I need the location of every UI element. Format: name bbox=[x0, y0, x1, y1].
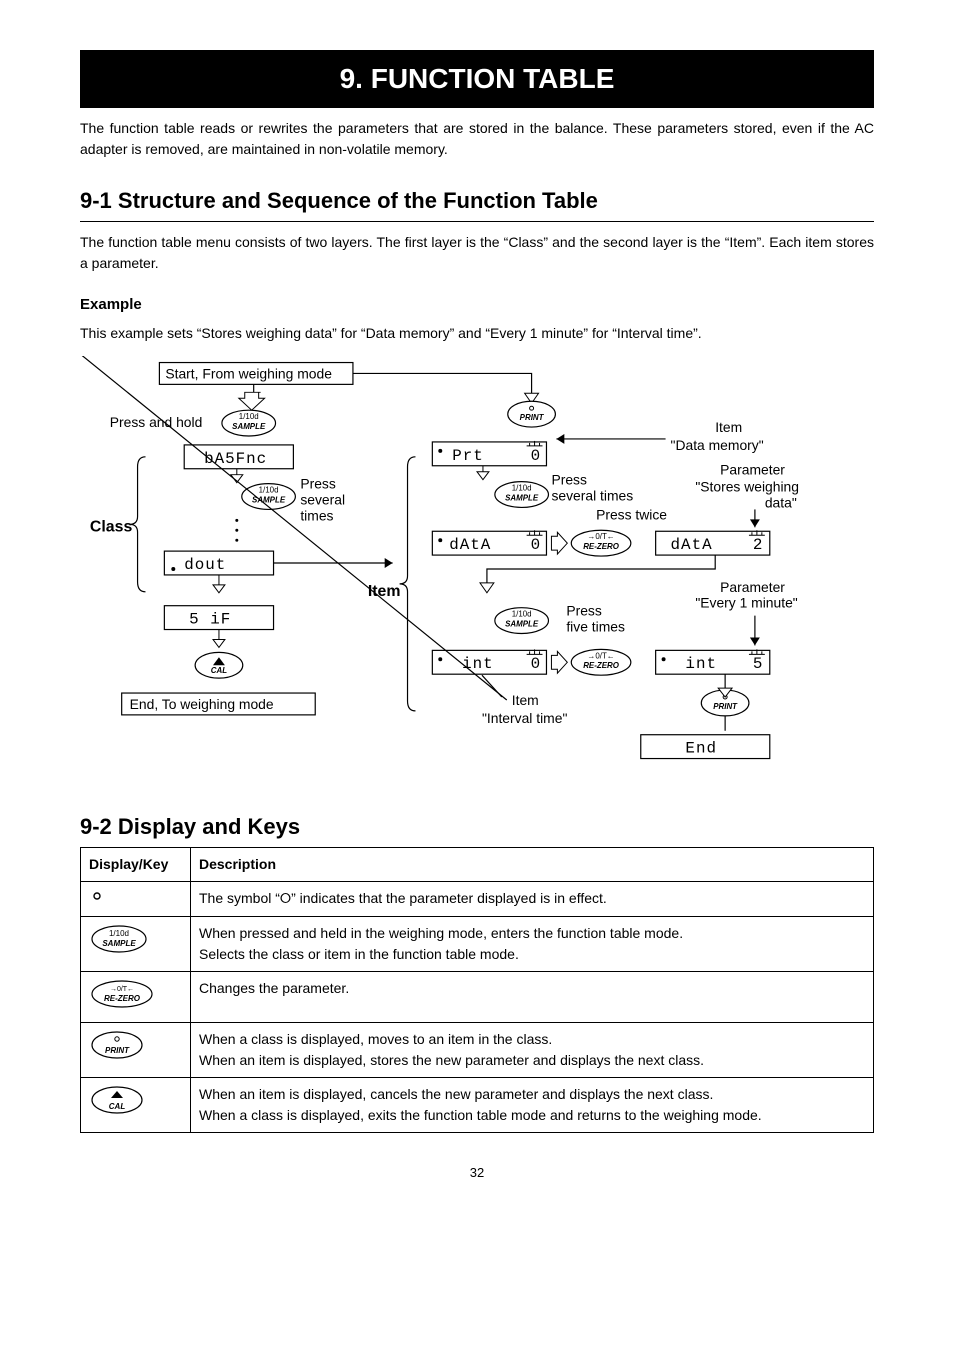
svg-text:"Every 1 minute": "Every 1 minute" bbox=[695, 594, 797, 610]
svg-text:→0/T←: →0/T← bbox=[110, 986, 134, 993]
section-92-title: 9-2 Display and Keys bbox=[80, 810, 874, 843]
row-desc: When pressed and held in the weighing mo… bbox=[191, 916, 874, 971]
seg-endflow: End bbox=[685, 739, 717, 757]
row-desc: Changes the parameter. bbox=[191, 971, 874, 1022]
svg-text:"Data memory": "Data memory" bbox=[671, 436, 764, 452]
svg-text:Item: Item bbox=[715, 419, 742, 435]
svg-text:1/10d: 1/10d bbox=[239, 412, 259, 421]
diagram-end-box: End, To weighing mode bbox=[130, 695, 274, 711]
svg-text:SAMPLE: SAMPLE bbox=[102, 939, 136, 948]
svg-text:→0/T←: →0/T← bbox=[587, 532, 614, 541]
svg-text:RE-ZERO: RE-ZERO bbox=[583, 542, 620, 551]
key-icon-circle bbox=[81, 881, 191, 916]
svg-text:Press: Press bbox=[566, 602, 602, 618]
svg-text:RE-ZERO: RE-ZERO bbox=[104, 994, 141, 1003]
chapter-title: 9. FUNCTION TABLE bbox=[80, 50, 874, 108]
diagram-class-label: Class bbox=[90, 518, 133, 535]
svg-text:several: several bbox=[300, 491, 345, 507]
svg-text:"Interval time": "Interval time" bbox=[482, 709, 567, 725]
seg-int0: int bbox=[462, 655, 494, 673]
diagram-start-box: Start, From weighing mode bbox=[165, 365, 332, 381]
seg-sif: 5 iF bbox=[189, 610, 231, 628]
example-text: This example sets “Stores weighing data”… bbox=[80, 323, 874, 344]
svg-text:SAMPLE: SAMPLE bbox=[505, 493, 539, 502]
page-number: 32 bbox=[80, 1163, 874, 1183]
svg-text:RE-ZERO: RE-ZERO bbox=[583, 661, 620, 670]
svg-text:times: times bbox=[300, 507, 333, 523]
svg-text:0: 0 bbox=[531, 536, 542, 554]
svg-text:Parameter: Parameter bbox=[720, 461, 785, 477]
table-row: →0/T← RE-ZERO Changes the parameter. bbox=[81, 971, 874, 1022]
svg-text:CAL: CAL bbox=[211, 666, 227, 675]
svg-text:1/10d: 1/10d bbox=[512, 609, 532, 618]
svg-text:SAMPLE: SAMPLE bbox=[505, 619, 539, 628]
seg-int5: int bbox=[685, 655, 717, 673]
svg-text:1/10d: 1/10d bbox=[512, 483, 532, 492]
svg-text:SAMPLE: SAMPLE bbox=[232, 422, 266, 431]
svg-text:Item: Item bbox=[512, 691, 539, 707]
seg-data2: dAtA bbox=[671, 536, 713, 554]
seg-data0: dAtA bbox=[449, 536, 491, 554]
seg-basfnc: bA5Fnc bbox=[204, 449, 267, 467]
table-row: The symbol “⭘” indicates that the parame… bbox=[81, 881, 874, 916]
key-icon-rezero: →0/T← RE-ZERO bbox=[81, 971, 191, 1022]
svg-text:"Stores weighing: "Stores weighing bbox=[695, 478, 799, 494]
svg-text:data": data" bbox=[765, 494, 797, 510]
svg-text:PRINT: PRINT bbox=[713, 701, 738, 710]
svg-text:1/10d: 1/10d bbox=[259, 485, 279, 494]
diagram-press-hold: Press and hold bbox=[110, 414, 203, 430]
display-keys-table: Display/Key Description The symbol “⭘” i… bbox=[80, 847, 874, 1133]
key-icon-sample: 1/10d SAMPLE bbox=[81, 916, 191, 971]
row-desc: The symbol “⭘” indicates that the parame… bbox=[191, 881, 874, 916]
svg-text:Press: Press bbox=[300, 475, 336, 491]
table-row: CAL When an item is displayed, cancels t… bbox=[81, 1077, 874, 1132]
key-icon-cal: CAL bbox=[81, 1077, 191, 1132]
svg-text:several times: several times bbox=[551, 487, 633, 503]
svg-text:Parameter: Parameter bbox=[720, 578, 785, 594]
svg-text:CAL: CAL bbox=[109, 1102, 126, 1111]
seg-prt: Prt bbox=[452, 446, 484, 464]
svg-text:0: 0 bbox=[531, 446, 542, 464]
chapter-intro: The function table reads or rewrites the… bbox=[80, 118, 874, 160]
table-head-desc: Description bbox=[191, 847, 874, 881]
svg-text:0: 0 bbox=[531, 655, 542, 673]
svg-text:5: 5 bbox=[753, 655, 764, 673]
function-table-diagram: .bx { fill:#fff; stroke:#000; stroke-wid… bbox=[80, 356, 874, 776]
svg-text:1/10d: 1/10d bbox=[109, 929, 129, 938]
table-row: 1/10d SAMPLE When pressed and held in th… bbox=[81, 916, 874, 971]
row-desc: When an item is displayed, cancels the n… bbox=[191, 1077, 874, 1132]
key-icon-print: PRINT bbox=[81, 1022, 191, 1077]
table-row: PRINT When a class is displayed, moves t… bbox=[81, 1022, 874, 1077]
svg-text:PRINT: PRINT bbox=[520, 413, 545, 422]
section-rule bbox=[80, 221, 874, 222]
section-91-title: 9-1 Structure and Sequence of the Functi… bbox=[80, 184, 874, 217]
row-desc: When a class is displayed, moves to an i… bbox=[191, 1022, 874, 1077]
example-heading: Example bbox=[80, 294, 874, 317]
svg-text:→0/T←: →0/T← bbox=[587, 651, 614, 660]
svg-text:five times: five times bbox=[566, 618, 625, 634]
section-91-text: The function table menu consists of two … bbox=[80, 232, 874, 274]
seg-dout: dout bbox=[184, 555, 226, 573]
svg-text:Press: Press bbox=[551, 471, 587, 487]
svg-text:PRINT: PRINT bbox=[105, 1046, 130, 1055]
svg-text:Press twice: Press twice bbox=[596, 506, 667, 522]
svg-text:2: 2 bbox=[753, 536, 764, 554]
table-head-key: Display/Key bbox=[81, 847, 191, 881]
